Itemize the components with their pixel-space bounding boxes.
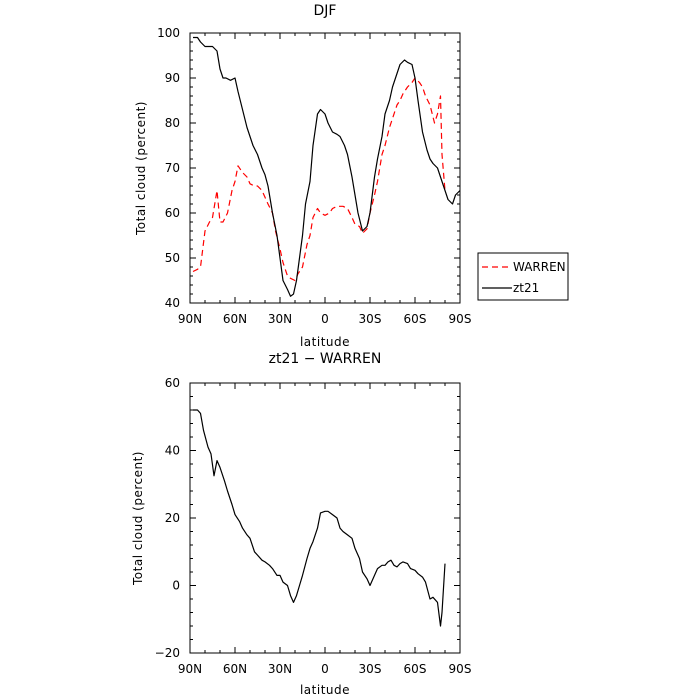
bottom-chart-y-tick-label: 60 bbox=[165, 376, 180, 390]
bottom-chart-x-tick-label: 30N bbox=[268, 662, 292, 676]
top-chart-x-tick-label: 90N bbox=[178, 312, 202, 326]
bottom-chart-panel: zt21 − WARREN 90N 60N 30N 0 30S 60S 90S −20 0 20 4… bbox=[131, 351, 471, 697]
top-chart-y-tick-label: 50 bbox=[165, 251, 180, 265]
bottom-chart-x-tick-label: 60S bbox=[404, 662, 427, 676]
bottom-chart-title: zt21 − WARREN bbox=[269, 351, 382, 367]
bottom-chart-y-axis-label: Total cloud (percent) bbox=[131, 451, 145, 586]
top-chart-axes: 90N 60N 30N 0 30S 60S 90S 40 50 60 70 80 90 100 bbox=[157, 26, 471, 326]
bottom-chart-y-tick-label: 0 bbox=[172, 579, 180, 593]
legend: WARREN zt21 bbox=[477, 252, 569, 301]
top-chart-y-tick-label: 90 bbox=[165, 71, 180, 85]
top-chart-y-tick-label: 100 bbox=[157, 26, 180, 40]
bottom-chart-x-tick-label: 90N bbox=[178, 662, 202, 676]
bottom-chart-x-tick-label: 30S bbox=[359, 662, 382, 676]
top-chart-series bbox=[192, 36, 461, 297]
top-chart-y-tick-label: 60 bbox=[165, 206, 180, 220]
bottom-chart-series bbox=[193, 409, 446, 627]
bottom-chart-axes: 90N 60N 30N 0 30S 60S 90S −20 0 20 40 60 bbox=[155, 376, 472, 676]
top-chart-x-axis-label: latitude bbox=[300, 335, 350, 349]
bottom-chart-series-line-difference bbox=[193, 409, 446, 627]
bottom-chart-frame bbox=[189, 382, 461, 654]
top-chart-y-tick-label: 40 bbox=[165, 296, 180, 310]
top-chart-series-line-warren bbox=[192, 77, 446, 282]
top-chart-y-tick-label: 80 bbox=[165, 116, 180, 130]
top-chart-x-tick-label: 30S bbox=[359, 312, 382, 326]
top-chart-x-tick-label: 90S bbox=[449, 312, 472, 326]
top-chart-series-line-zt21 bbox=[193, 36, 461, 297]
top-chart-frame bbox=[189, 32, 461, 304]
bottom-chart-y-tick-label: 20 bbox=[165, 511, 180, 525]
top-chart-panel: DJF 90N 60N 30N 0 30S 60S 90S 40 50 60 70 80 90 100 l… bbox=[134, 3, 569, 349]
legend-label-warren: WARREN bbox=[513, 260, 566, 274]
legend-label-zt21: zt21 bbox=[513, 281, 539, 295]
top-chart-x-tick-label: 60N bbox=[223, 312, 247, 326]
top-chart-x-tick-label: 0 bbox=[321, 312, 329, 326]
bottom-chart-x-axis-label: latitude bbox=[300, 683, 350, 697]
bottom-chart-y-tick-label: −20 bbox=[155, 646, 180, 660]
top-chart-title: DJF bbox=[314, 3, 337, 19]
bottom-chart-x-tick-label: 90S bbox=[449, 662, 472, 676]
bottom-chart-x-tick-label: 0 bbox=[321, 662, 329, 676]
top-chart-x-tick-label: 30N bbox=[268, 312, 292, 326]
legend-box bbox=[477, 252, 569, 301]
bottom-chart-x-tick-label: 60N bbox=[223, 662, 247, 676]
top-chart-y-tick-label: 70 bbox=[165, 161, 180, 175]
top-chart-y-axis-label: Total cloud (percent) bbox=[134, 101, 148, 236]
top-chart-x-tick-label: 60S bbox=[404, 312, 427, 326]
bottom-chart-y-tick-label: 40 bbox=[165, 444, 180, 458]
